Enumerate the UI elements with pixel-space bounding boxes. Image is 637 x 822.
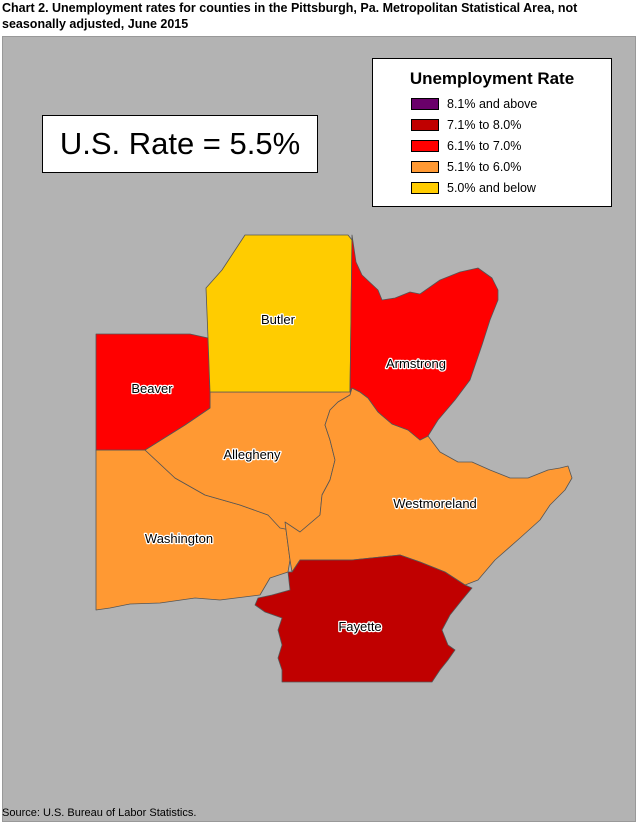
county-westmoreland[interactable] [284,387,573,586]
county-label-fayette: Fayette [338,619,381,634]
county-butler[interactable] [205,234,353,393]
chart-title: Chart 2. Unemployment rates for counties… [2,1,578,31]
legend-swatch [411,161,439,173]
legend-item: 8.1% and above [411,97,611,113]
county-label-washington: Washington [145,531,213,546]
legend-item: 7.1% to 8.0% [411,118,611,134]
county-armstrong[interactable] [349,234,499,441]
legend-label: 7.1% to 8.0% [447,118,522,132]
county-label-butler: Butler [261,312,296,327]
legend-title: Unemployment Rate [409,69,575,88]
legend-swatch [411,119,439,131]
legend-label: 5.1% to 6.0% [447,160,522,174]
legend-label: 6.1% to 7.0% [447,139,522,153]
county-label-westmoreland: Westmoreland [393,496,477,511]
source-note: Source: U.S. Bureau of Labor Statistics. [2,807,197,819]
county-fayette[interactable] [254,554,473,683]
legend-item: 5.0% and below [411,181,611,197]
legend-swatch [411,182,439,194]
county-beaver[interactable] [95,333,211,451]
legend-label: 8.1% and above [447,97,538,111]
county-label-armstrong: Armstrong [386,356,446,371]
legend-item: 5.1% to 6.0% [411,160,611,176]
legend-label: 5.0% and below [447,181,536,195]
legend-item: 6.1% to 7.0% [411,139,611,155]
county-label-allegheny: Allegheny [223,447,281,462]
us-rate-box: U.S. Rate = 5.5% [42,115,318,173]
legend-swatch [411,98,439,110]
legend-swatch [411,140,439,152]
legend: Unemployment Rate 8.1% and above 7.1% to… [372,58,612,207]
county-label-beaver: Beaver [131,381,173,396]
